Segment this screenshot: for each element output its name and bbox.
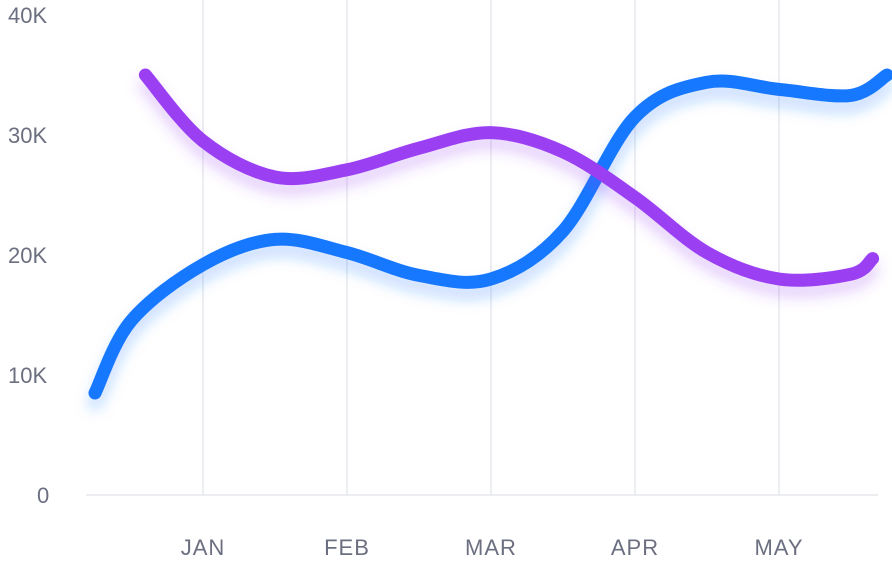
x-tick-label: APR xyxy=(611,535,659,560)
grid-layer xyxy=(86,0,878,496)
series-layer xyxy=(88,68,892,400)
y-tick-label: 0 xyxy=(37,483,49,508)
y-tick-label: 30K xyxy=(8,123,47,148)
axis-layer: 0 10K 20K 30K 40K JAN FEB MAR APR MAY xyxy=(8,3,803,560)
x-tick-label: MAY xyxy=(754,535,803,560)
y-tick-label: 10K xyxy=(8,363,47,388)
series-line-blue xyxy=(88,68,892,400)
y-tick-label: 40K xyxy=(8,3,47,28)
series-line-purple xyxy=(138,68,880,287)
x-tick-label: JAN xyxy=(181,535,226,560)
x-tick-label: FEB xyxy=(324,535,370,560)
y-tick-label: 20K xyxy=(8,243,47,268)
x-tick-label: MAR xyxy=(465,535,517,560)
